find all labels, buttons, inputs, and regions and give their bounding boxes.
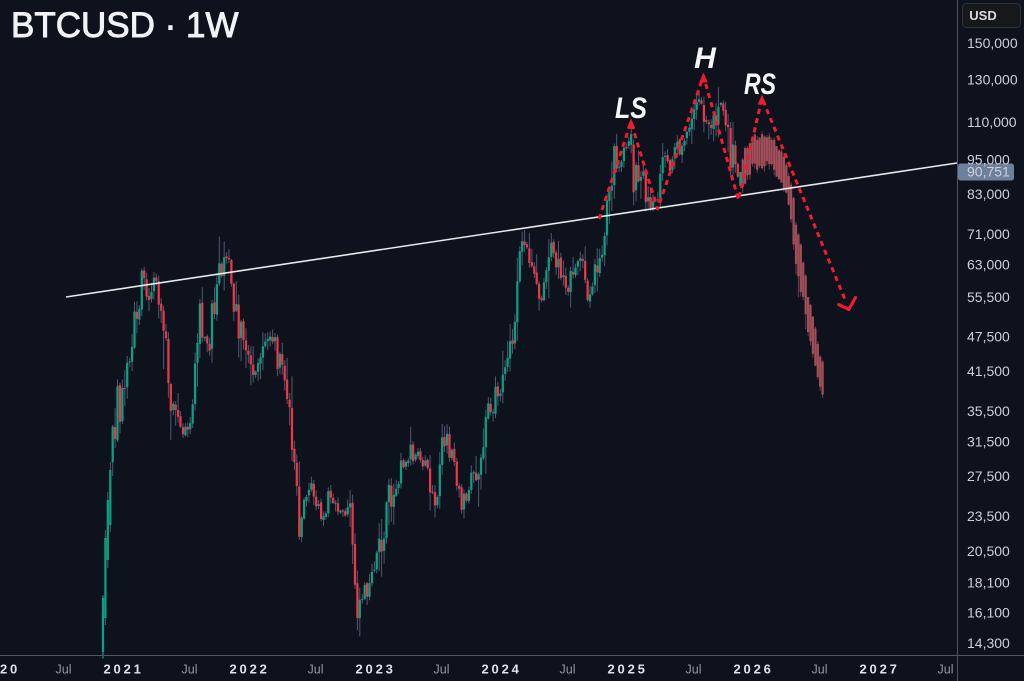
svg-text:20: 20 xyxy=(0,662,20,677)
svg-text:2022: 2022 xyxy=(230,662,270,677)
svg-text:2024: 2024 xyxy=(482,662,522,677)
svg-text:95,000: 95,000 xyxy=(967,152,1010,168)
svg-text:71,000: 71,000 xyxy=(967,226,1010,242)
svg-text:27,500: 27,500 xyxy=(967,468,1010,484)
svg-text:150,000: 150,000 xyxy=(967,35,1018,51)
svg-text:18,100: 18,100 xyxy=(967,575,1010,591)
svg-text:23,500: 23,500 xyxy=(967,508,1010,524)
svg-text:H: H xyxy=(694,42,717,75)
svg-text:2025: 2025 xyxy=(608,662,648,677)
svg-text:Jul: Jul xyxy=(434,663,450,677)
svg-text:47,500: 47,500 xyxy=(967,329,1010,345)
svg-text:LS: LS xyxy=(615,92,647,125)
svg-text:90,751: 90,751 xyxy=(967,163,1010,179)
svg-text:31,500: 31,500 xyxy=(967,433,1010,449)
svg-text:RS: RS xyxy=(744,68,776,101)
svg-text:14,300: 14,300 xyxy=(967,635,1010,651)
svg-text:16,100: 16,100 xyxy=(967,605,1010,621)
svg-text:20,500: 20,500 xyxy=(967,543,1010,559)
svg-text:2026: 2026 xyxy=(734,662,774,677)
svg-text:83,000: 83,000 xyxy=(967,186,1010,202)
svg-text:Jul: Jul xyxy=(812,663,828,677)
svg-text:2027: 2027 xyxy=(860,662,900,677)
svg-text:Jul: Jul xyxy=(182,663,198,677)
svg-text:35,500: 35,500 xyxy=(967,403,1010,419)
svg-text:130,000: 130,000 xyxy=(967,72,1018,88)
svg-text:110,000: 110,000 xyxy=(967,114,1017,130)
svg-text:2023: 2023 xyxy=(356,662,396,677)
svg-text:USD: USD xyxy=(969,8,996,23)
svg-text:Jul: Jul xyxy=(308,663,324,677)
svg-text:Jul: Jul xyxy=(560,663,576,677)
svg-text:2021: 2021 xyxy=(104,662,144,677)
svg-text:55,500: 55,500 xyxy=(967,289,1010,305)
svg-text:63,000: 63,000 xyxy=(967,256,1010,272)
svg-text:Jul: Jul xyxy=(938,663,954,677)
svg-text:BTCUSD · 1W: BTCUSD · 1W xyxy=(11,6,239,45)
svg-text:Jul: Jul xyxy=(686,663,702,677)
svg-text:Jul: Jul xyxy=(56,663,72,677)
svg-text:41,500: 41,500 xyxy=(967,363,1010,379)
